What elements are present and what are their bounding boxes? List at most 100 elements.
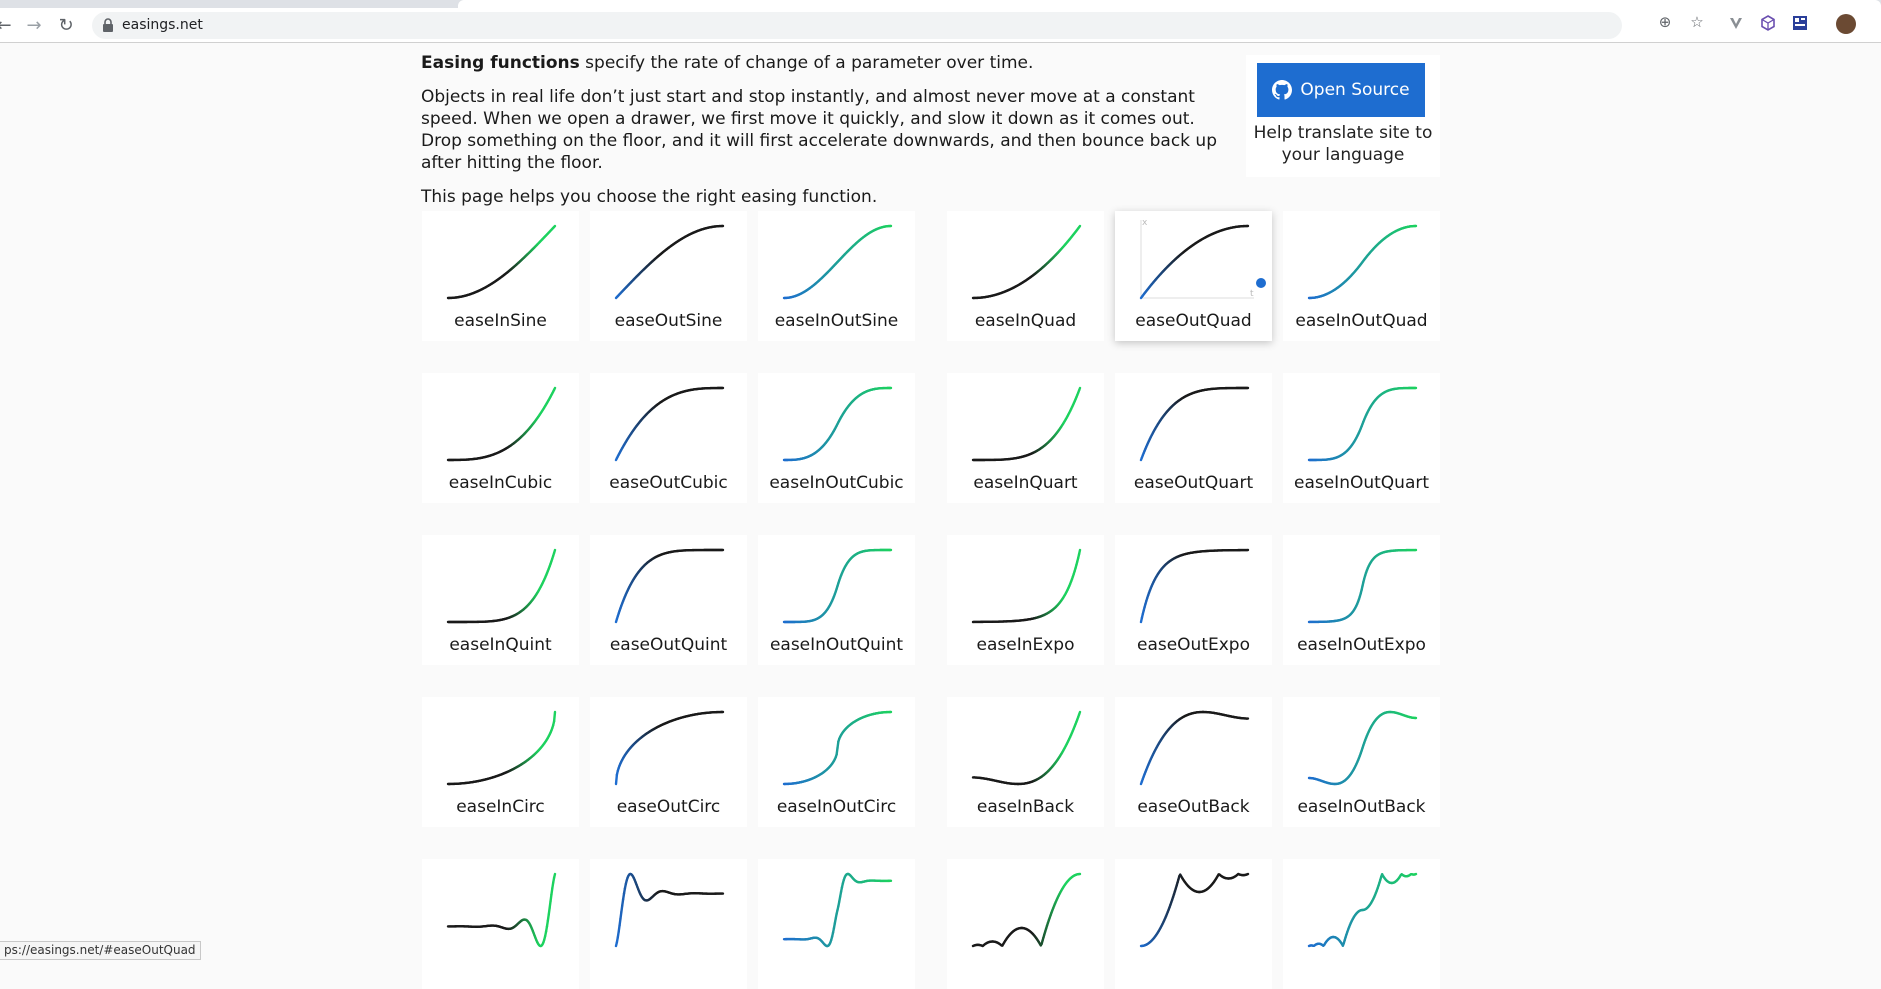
easing-name: easeInOutQuint (758, 635, 915, 655)
easing-card-easeInOutCirc[interactable]: easeInOutCirc (758, 697, 915, 827)
easing-curve-chart (590, 859, 747, 989)
browser-toolbar: ← → ↻ easings.net ⊕ ☆ (0, 8, 1881, 43)
easing-card-row5-2[interactable] (758, 859, 915, 989)
intro-section: Easing functions specify the rate of cha… (421, 52, 1221, 220)
easing-card-easeOutCirc[interactable]: easeOutCirc (590, 697, 747, 827)
easing-card-easeInExpo[interactable]: easeInExpo (947, 535, 1104, 665)
curve-segment (554, 874, 555, 878)
curve-segment (1079, 388, 1080, 390)
easing-name: easeInCubic (422, 473, 579, 493)
easing-name: easeOutSine (590, 311, 747, 331)
easing-name: easeInCirc (422, 797, 579, 817)
easing-name: easeInOutQuart (1283, 473, 1440, 493)
github-icon (1272, 80, 1292, 100)
star-icon[interactable]: ☆ (1689, 14, 1705, 30)
easing-curve-chart (422, 859, 579, 989)
add-icon[interactable]: ⊕ (1657, 14, 1673, 30)
easing-card-row5-4[interactable] (1115, 859, 1272, 989)
forward-arrow-icon[interactable]: → (22, 13, 46, 37)
easing-card-easeOutQuart[interactable]: easeOutQuart (1115, 373, 1272, 503)
progress-dot (1256, 278, 1266, 288)
axis-label-x: x (1142, 218, 1148, 228)
profile-avatar[interactable] (1836, 14, 1856, 34)
curve-segment (554, 712, 555, 721)
easing-card-easeInOutExpo[interactable]: easeInOutExpo (1283, 535, 1440, 665)
curve-segment (1079, 712, 1080, 715)
easing-card-easeInQuart[interactable]: easeInQuart (947, 373, 1104, 503)
easing-name: easeOutBack (1115, 797, 1272, 817)
easing-name: easeInOutBack (1283, 797, 1440, 817)
easing-card-easeOutBack[interactable]: easeOutBack (1115, 697, 1272, 827)
easing-card-easeInQuad[interactable]: easeInQuad (947, 211, 1104, 341)
easing-name: easeInQuint (422, 635, 579, 655)
easing-name: easeOutQuint (590, 635, 747, 655)
axis-label-t: t (1250, 289, 1254, 299)
easing-name: easeInBack (947, 797, 1104, 817)
easing-card-easeOutExpo[interactable]: easeOutExpo (1115, 535, 1272, 665)
easing-curve-chart (947, 859, 1104, 989)
open-source-button[interactable]: Open Source (1257, 63, 1425, 117)
easing-card-easeInCubic[interactable]: easeInCubic (422, 373, 579, 503)
tab-strip (0, 0, 1881, 8)
url-text[interactable]: easings.net (122, 17, 203, 33)
status-bar-url: ps://easings.net/#easeOutQuad (0, 941, 201, 960)
easing-name: easeOutQuad (1115, 311, 1272, 331)
easing-name: easeInQuad (947, 311, 1104, 331)
easing-card-easeInOutSine[interactable]: easeInOutSine (758, 211, 915, 341)
easing-curve-chart (1283, 859, 1440, 989)
easing-name: easeOutCirc (590, 797, 747, 817)
easing-name: easeInOutExpo (1283, 635, 1440, 655)
intro-line-1: Easing functions specify the rate of cha… (421, 52, 1221, 74)
easing-card-easeInOutCubic[interactable]: easeInOutCubic (758, 373, 915, 503)
intro-rest: specify the rate of change of a paramete… (580, 53, 1034, 73)
easing-card-easeInQuint[interactable]: easeInQuint (422, 535, 579, 665)
easing-card-row5-3[interactable] (947, 859, 1104, 989)
easing-card-row5-1[interactable] (590, 859, 747, 989)
curve-segment (554, 550, 555, 553)
easing-card-easeInBack[interactable]: easeInBack (947, 697, 1104, 827)
intro-paragraph-3: This page helps you choose the right eas… (421, 186, 1221, 208)
extension-cube-icon[interactable] (1760, 15, 1776, 31)
easing-card-easeInOutQuint[interactable]: easeInOutQuint (758, 535, 915, 665)
active-tab[interactable] (458, 0, 1881, 8)
extension-box-icon[interactable] (1792, 15, 1808, 31)
open-source-label: Open Source (1300, 80, 1409, 100)
easing-name: easeInOutCubic (758, 473, 915, 493)
curve-segment (554, 226, 555, 227)
easing-curve-chart (758, 859, 915, 989)
easing-name: easeOutQuart (1115, 473, 1272, 493)
help-translate-text[interactable]: Help translate site to your language (1246, 122, 1440, 166)
open-source-panel: Open Source Help translate site to your … (1246, 55, 1440, 177)
easing-card-row5-0[interactable] (422, 859, 579, 989)
easing-name: easeInOutSine (758, 311, 915, 331)
intro-paragraph-2: Objects in real life don’t just start an… (421, 86, 1221, 174)
easing-name: easeInOutCirc (758, 797, 915, 817)
easing-card-easeInOutQuart[interactable]: easeInOutQuart (1283, 373, 1440, 503)
easing-name: easeInExpo (947, 635, 1104, 655)
intro-bold: Easing functions (421, 53, 580, 73)
address-bar[interactable]: easings.net (92, 12, 1622, 39)
easing-card-easeInOutQuad[interactable]: easeInOutQuad (1283, 211, 1440, 341)
lock-icon (102, 18, 114, 32)
easing-name: easeInQuart (947, 473, 1104, 493)
easing-card-easeInSine[interactable]: easeInSine (422, 211, 579, 341)
easing-card-easeInOutBack[interactable]: easeInOutBack (1283, 697, 1440, 827)
extension-v-icon[interactable] (1728, 15, 1744, 31)
easing-card-easeInCirc[interactable]: easeInCirc (422, 697, 579, 827)
easing-name: easeInSine (422, 311, 579, 331)
easing-name: easeOutExpo (1115, 635, 1272, 655)
easing-card-easeOutCubic[interactable]: easeOutCubic (590, 373, 747, 503)
easing-card-easeOutQuint[interactable]: easeOutQuint (590, 535, 747, 665)
easing-card-easeOutSine[interactable]: easeOutSine (590, 211, 747, 341)
back-arrow-icon[interactable]: ← (0, 13, 16, 37)
curve-segment (616, 775, 617, 784)
easing-name: easeOutCubic (590, 473, 747, 493)
easing-card-easeOutQuad[interactable]: x t easeOutQuad (1115, 211, 1272, 341)
easing-curve-chart (1115, 859, 1272, 989)
easing-card-row5-5[interactable] (1283, 859, 1440, 989)
curve-segment (554, 388, 555, 390)
reload-icon[interactable]: ↻ (54, 13, 78, 37)
curve-axes (1141, 220, 1254, 298)
curve-segment (1079, 550, 1080, 554)
curve-segment (1079, 226, 1080, 227)
